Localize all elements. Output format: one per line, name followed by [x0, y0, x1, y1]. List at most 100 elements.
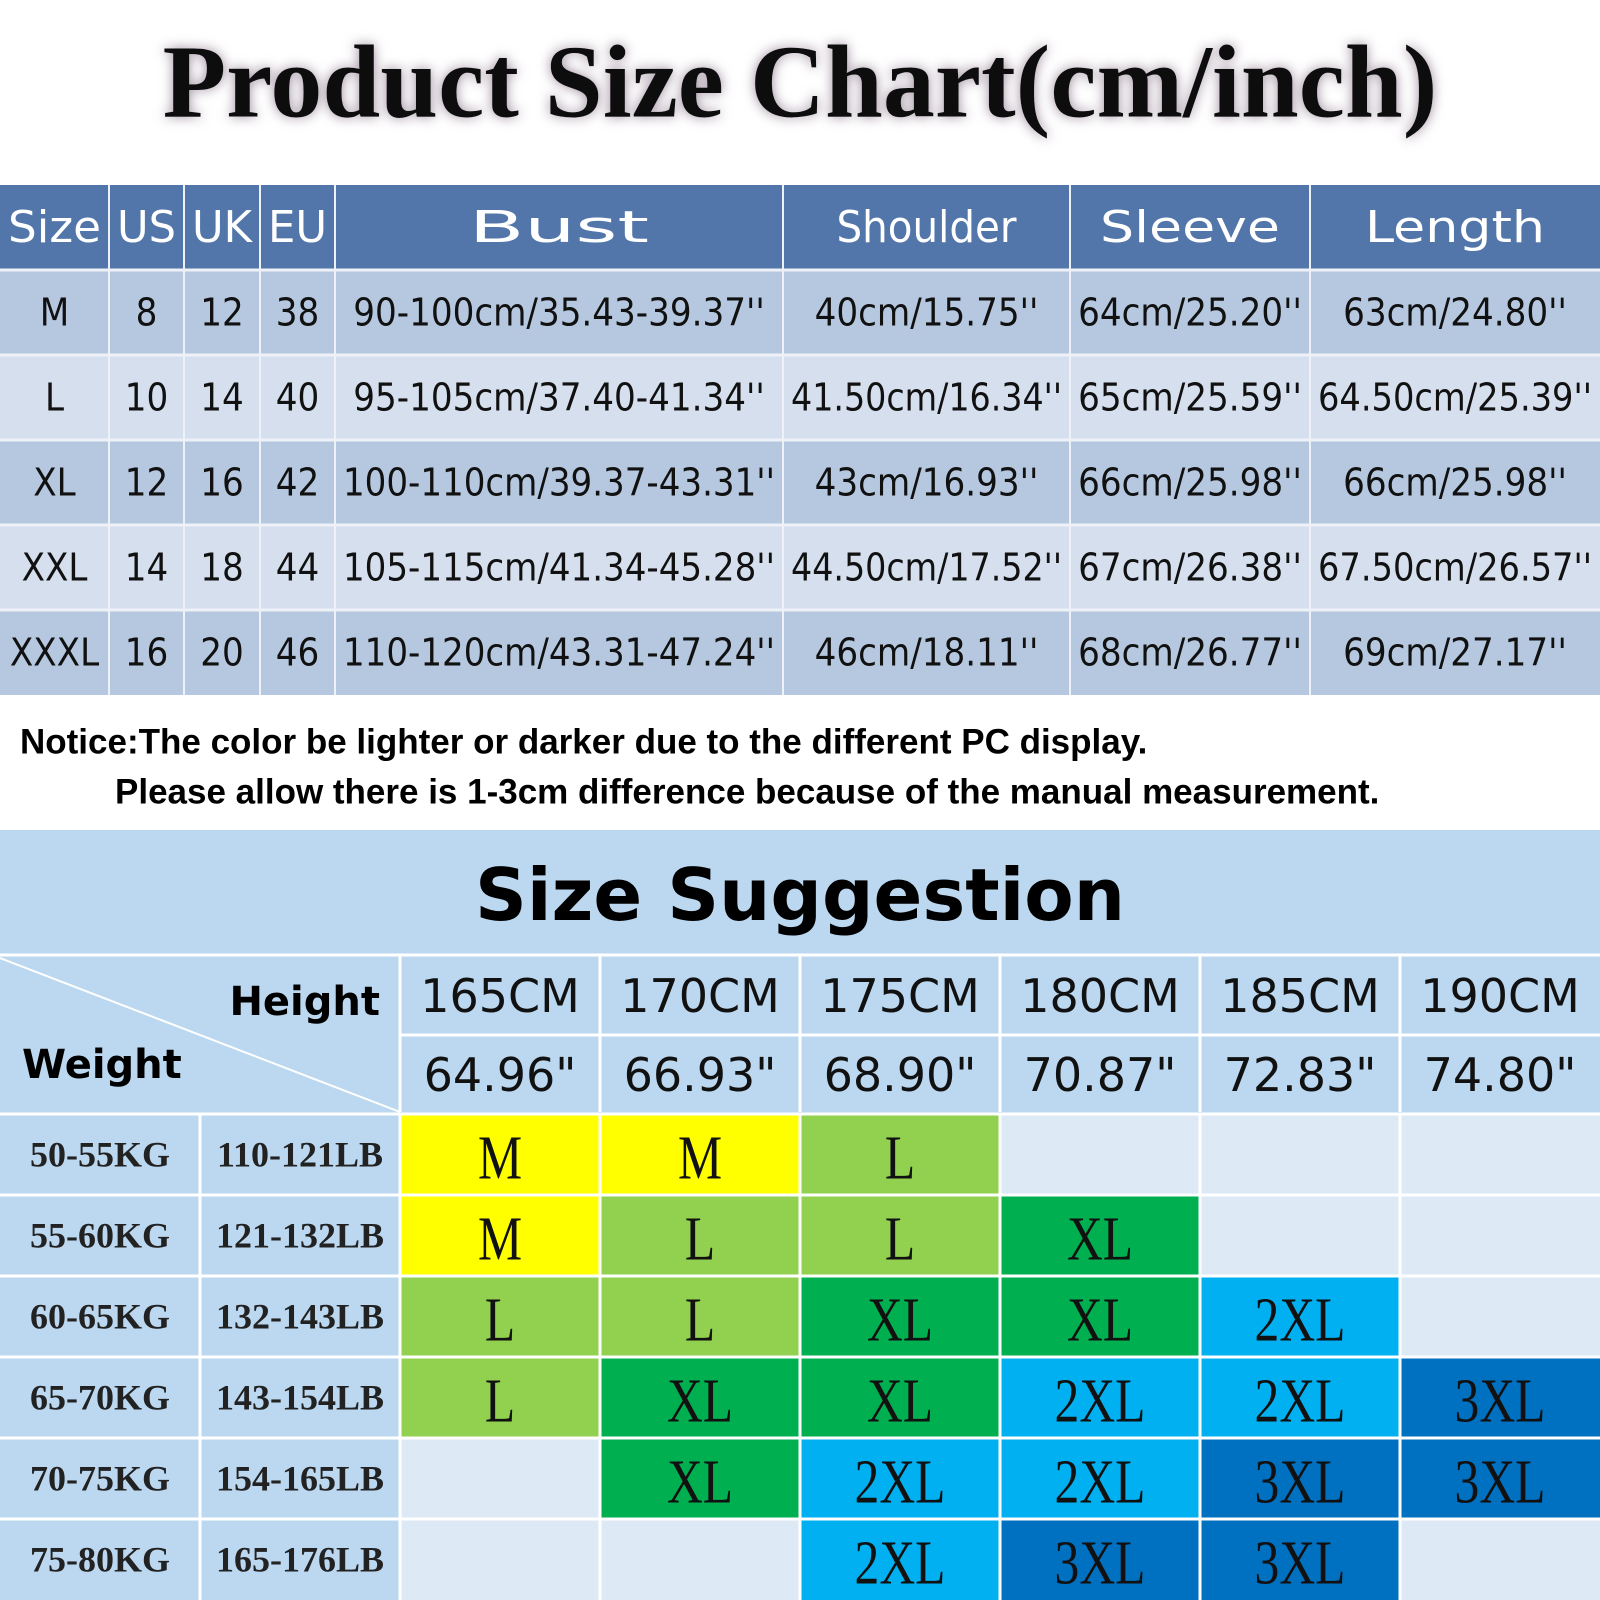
- height-in: 66.93": [624, 1048, 777, 1102]
- cell: 66cm/25.98'': [1343, 461, 1567, 505]
- cell: 18: [200, 546, 244, 590]
- size-label: M: [478, 1124, 522, 1192]
- height-in: 64.96": [424, 1048, 577, 1102]
- size-cell: [1400, 1195, 1600, 1276]
- size-cell: [1400, 1357, 1600, 1438]
- height-in: 72.83": [1224, 1048, 1377, 1102]
- weight-lb: 110-121LB: [217, 1135, 383, 1175]
- cell: 67cm/26.38'': [1078, 546, 1302, 590]
- cell: 100-110cm/39.37-43.31'': [343, 461, 775, 505]
- size-table: Size US UK EU Bust Shoulder Sleeve Length M 8 12 38…: [0, 185, 1600, 695]
- size-cell: [800, 1195, 1000, 1276]
- cell: 42: [276, 461, 320, 505]
- cell: XXXL: [10, 631, 99, 675]
- column-header: Shoulder: [837, 202, 1018, 253]
- size-cell: [600, 1114, 800, 1195]
- weight-kg: 50-55KG: [30, 1135, 170, 1175]
- cell: 68cm/26.77'': [1078, 631, 1302, 675]
- size-cell: [600, 1195, 800, 1276]
- cell: 44: [276, 546, 320, 590]
- cell: 20: [200, 631, 244, 675]
- size-label: XL: [667, 1448, 733, 1516]
- cell: 67.50cm/26.57'': [1318, 546, 1592, 590]
- size-cell: [600, 1519, 800, 1600]
- height-in: 70.87": [1024, 1048, 1177, 1102]
- size-cell: [1400, 1438, 1600, 1519]
- weight-kg: 65-70KG: [30, 1378, 170, 1418]
- weight-kg: 70-75KG: [30, 1459, 170, 1499]
- size-cell: [1200, 1357, 1400, 1438]
- diagonal: [0, 957, 401, 1113]
- cell: 10: [125, 376, 169, 420]
- size-label: 2XL: [855, 1448, 946, 1516]
- size-label: 2XL: [855, 1529, 946, 1597]
- height-cm: 165CM: [420, 969, 580, 1023]
- header-band: [0, 185, 1600, 270]
- size-cell: [800, 1276, 1000, 1357]
- size-cell: [1200, 1519, 1400, 1600]
- cell: 46: [276, 631, 320, 675]
- column-header: Length: [1365, 202, 1545, 253]
- size-cell: [1000, 1114, 1200, 1195]
- cell: 95-105cm/37.40-41.34'': [353, 376, 765, 420]
- notice-line: Please allow there is 1-3cm difference b…: [115, 773, 1379, 812]
- cell: 66cm/25.98'': [1078, 461, 1302, 505]
- size-label: 2XL: [1055, 1367, 1146, 1435]
- size-cell: [1000, 1357, 1200, 1438]
- size-label: XL: [1067, 1205, 1133, 1273]
- size-label: L: [885, 1205, 915, 1273]
- weight-label: Weight: [22, 1042, 182, 1088]
- cell: 90-100cm/35.43-39.37'': [353, 291, 765, 335]
- size-cell: [1400, 1276, 1600, 1357]
- size-label: L: [685, 1286, 715, 1354]
- height-cm: 185CM: [1220, 969, 1380, 1023]
- height-in: 74.80": [1424, 1048, 1577, 1102]
- cell: L: [45, 376, 64, 420]
- size-cell: [400, 1438, 600, 1519]
- weight-lb: 165-176LB: [216, 1540, 384, 1580]
- size-cell: [1000, 1195, 1200, 1276]
- column-header: US: [117, 202, 176, 253]
- cell: 40: [276, 376, 320, 420]
- cell: 14: [200, 376, 244, 420]
- size-cell: [1400, 1114, 1600, 1195]
- weight-lb: 121-132LB: [216, 1216, 384, 1256]
- size-cell: [1200, 1438, 1400, 1519]
- size-cell: [600, 1276, 800, 1357]
- cell: 64.50cm/25.39'': [1318, 376, 1592, 420]
- cell: 43cm/16.93'': [815, 461, 1039, 505]
- size-cell: [400, 1276, 600, 1357]
- size-cell: [400, 1357, 600, 1438]
- size-cell: [800, 1519, 1000, 1600]
- size-label: XL: [867, 1286, 933, 1354]
- column-header: Bust: [469, 202, 649, 253]
- cell: XL: [33, 461, 75, 505]
- size-label: XL: [667, 1367, 733, 1435]
- cell: 64cm/25.20'': [1078, 291, 1302, 335]
- size-label: 2XL: [1255, 1367, 1346, 1435]
- size-cell: [1400, 1519, 1600, 1600]
- row-band: [0, 440, 1600, 525]
- size-label: 3XL: [1455, 1448, 1546, 1516]
- title: Product Size Chart(cm/inch): [163, 25, 1438, 140]
- column-header: EU: [268, 202, 327, 253]
- cell: 16: [200, 461, 244, 505]
- weight-kg: 60-65KG: [30, 1297, 170, 1337]
- height-cm: 170CM: [620, 969, 780, 1023]
- row-band: [0, 355, 1600, 440]
- size-label: M: [478, 1205, 522, 1273]
- cell: 105-115cm/41.34-45.28'': [343, 546, 775, 590]
- notice-line: Notice:The color be lighter or darker du…: [20, 723, 1147, 762]
- suggestion-title: Size Suggestion: [475, 853, 1125, 937]
- cell: 8: [136, 291, 158, 335]
- size-cell: [800, 1357, 1000, 1438]
- weight-lb: 143-154LB: [216, 1378, 384, 1418]
- row-band: [0, 610, 1600, 695]
- cell: 44.50cm/17.52'': [791, 546, 1062, 590]
- size-label: 2XL: [1255, 1286, 1346, 1354]
- cell: 12: [125, 461, 169, 505]
- weight-lb: 154-165LB: [216, 1459, 384, 1499]
- column-header: UK: [192, 202, 253, 253]
